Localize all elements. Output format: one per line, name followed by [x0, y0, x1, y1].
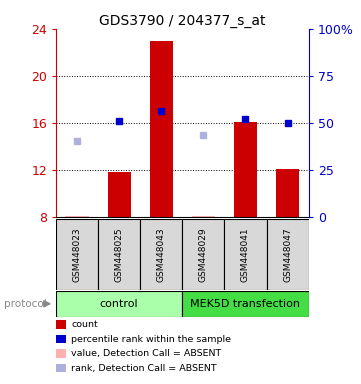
Text: GSM448043: GSM448043 [157, 227, 166, 282]
Text: rank, Detection Call = ABSENT: rank, Detection Call = ABSENT [71, 364, 217, 373]
Text: GSM448023: GSM448023 [73, 227, 82, 282]
Bar [98, 219, 140, 290]
Bar [56, 219, 98, 290]
Bar [225, 219, 266, 290]
Text: control: control [100, 299, 138, 309]
Text: GSM448041: GSM448041 [241, 227, 250, 282]
Bar [108, 172, 131, 217]
Text: protocol: protocol [4, 299, 46, 309]
Bar [140, 219, 182, 290]
Bar [276, 169, 299, 217]
Text: count: count [71, 320, 98, 329]
Text: GSM448025: GSM448025 [115, 227, 123, 282]
Text: GSM448029: GSM448029 [199, 227, 208, 282]
Bar [234, 122, 257, 217]
Bar [192, 216, 215, 217]
Bar [150, 41, 173, 217]
Bar [266, 219, 309, 290]
Text: GSM448047: GSM448047 [283, 227, 292, 282]
Text: value, Detection Call = ABSENT: value, Detection Call = ABSENT [71, 349, 222, 358]
Title: GDS3790 / 204377_s_at: GDS3790 / 204377_s_at [99, 14, 266, 28]
Text: percentile rank within the sample: percentile rank within the sample [71, 334, 231, 344]
Bar [182, 291, 309, 317]
Text: MEK5D transfection: MEK5D transfection [191, 299, 300, 309]
Bar [65, 216, 88, 217]
Bar [182, 219, 225, 290]
Bar [56, 291, 182, 317]
